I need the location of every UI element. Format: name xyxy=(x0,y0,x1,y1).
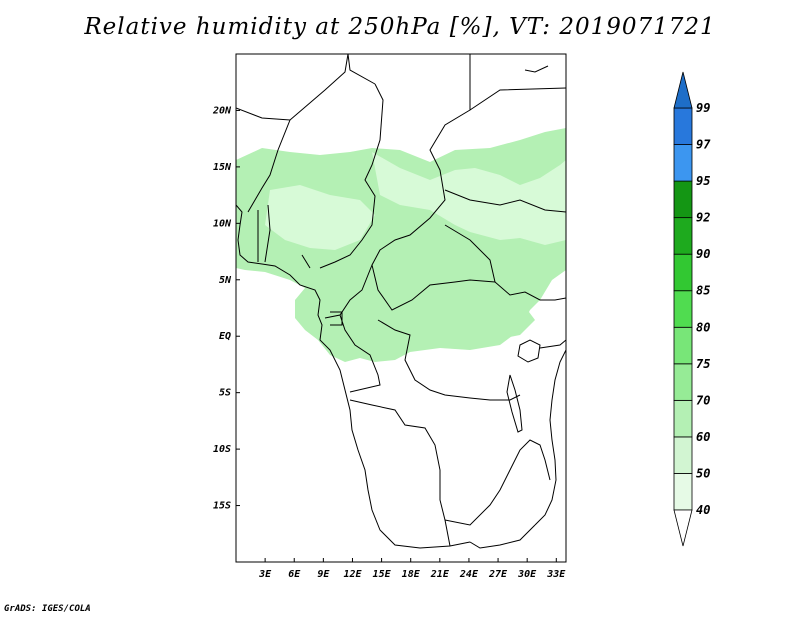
colorbar-swatch xyxy=(673,473,693,511)
grads-credit: GrADS: IGES/COLA xyxy=(4,604,91,614)
border xyxy=(444,189,566,213)
colorbar-label: 75 xyxy=(696,357,710,371)
border xyxy=(319,83,384,269)
lon-tick-label: 3E xyxy=(258,569,272,580)
colorbar-label: 92 xyxy=(696,211,710,225)
colorbar-swatch xyxy=(673,436,693,474)
colorbar-under-arrow xyxy=(673,509,693,547)
colorbar-label: 90 xyxy=(696,247,710,261)
colorbar-label: 70 xyxy=(696,393,710,407)
lat-tick-label: 5N xyxy=(219,275,232,286)
map-boundaries xyxy=(236,54,566,549)
lon-tick-label: 24E xyxy=(459,569,479,580)
colorbar-swatch xyxy=(673,253,693,292)
border xyxy=(264,204,271,263)
lake-tanganyika xyxy=(506,374,523,433)
lon-tick-label: 18E xyxy=(402,569,421,580)
humidity-area-light xyxy=(265,185,375,250)
lon-tick-label: 21E xyxy=(430,569,450,580)
colorbar-label: 80 xyxy=(696,320,710,334)
border xyxy=(524,65,549,73)
lon-tick-label: 9E xyxy=(317,569,330,580)
colorbar-swatch xyxy=(673,217,693,255)
border xyxy=(444,439,551,526)
humidity-area-central xyxy=(410,295,535,342)
latitude-axis: 20N 15N 10N 5N EQ 5S 10S 15S xyxy=(212,105,240,512)
border xyxy=(377,319,521,401)
lon-tick-label: 33E xyxy=(546,569,566,580)
border xyxy=(539,339,566,349)
border xyxy=(371,54,496,311)
colorbar-label: 85 xyxy=(696,284,710,298)
lat-tick-label: EQ xyxy=(219,331,231,342)
border xyxy=(347,54,376,85)
coastline-east xyxy=(534,349,566,526)
colorbar-label: 60 xyxy=(696,430,710,444)
lon-tick-label: 27E xyxy=(488,569,508,580)
lat-tick-label: 10N xyxy=(213,218,232,229)
border xyxy=(469,524,536,549)
colorbar-swatch xyxy=(673,399,693,438)
colorbar-label: 97 xyxy=(696,138,711,152)
map-title: Relative humidity at 250hPa [%], VT: 201… xyxy=(84,14,716,40)
border xyxy=(301,254,311,269)
border xyxy=(330,311,343,326)
border xyxy=(236,54,349,121)
coastline xyxy=(236,204,471,549)
colorbar-label: 50 xyxy=(696,466,710,480)
colorbar-label: 40 xyxy=(696,503,710,517)
border xyxy=(339,314,381,393)
lat-tick-label: 10S xyxy=(213,444,231,455)
colorbar-swatch xyxy=(673,107,693,145)
lon-tick-label: 12E xyxy=(343,569,362,580)
border xyxy=(247,119,291,213)
colorbar: 40 50 60 70 75 80 85 90 92 95 97 99 xyxy=(673,71,711,547)
colorbar-swatch xyxy=(673,363,693,401)
lat-tick-label: 5S xyxy=(219,388,231,399)
border xyxy=(469,87,566,111)
colorbar-swatch xyxy=(673,180,693,219)
lat-tick-label: 20N xyxy=(212,105,232,116)
lat-tick-label: 15N xyxy=(213,162,232,173)
lon-tick-label: 15E xyxy=(373,569,392,580)
lon-tick-label: 30E xyxy=(517,569,537,580)
colorbar-swatch xyxy=(673,144,693,182)
colorbar-swatch xyxy=(673,290,693,328)
map-frame xyxy=(235,53,567,563)
lon-tick-label: 6E xyxy=(288,569,301,580)
humidity-area-light xyxy=(372,152,566,245)
lat-tick-label: 15S xyxy=(213,501,231,512)
colorbar-label: 99 xyxy=(696,101,710,115)
border xyxy=(349,399,451,547)
colorbar-swatch xyxy=(673,326,693,365)
colorbar-label: 95 xyxy=(696,174,710,188)
border xyxy=(324,264,373,319)
colorbar-over-arrow xyxy=(673,71,693,109)
border xyxy=(444,224,566,301)
longitude-axis: 3E 6E 9E 12E 15E 18E 21E 24E 27E 30E 33E xyxy=(258,558,566,580)
lake-victoria xyxy=(517,339,541,363)
humidity-field xyxy=(236,128,566,362)
